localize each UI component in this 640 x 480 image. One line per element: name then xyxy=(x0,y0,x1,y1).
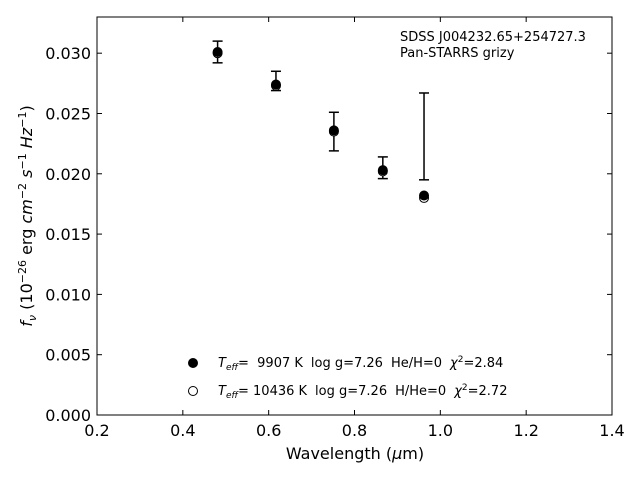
model-point-filled xyxy=(270,79,281,90)
x-tick-label: 1.2 xyxy=(513,421,538,440)
x-tick-label: 0.4 xyxy=(170,421,195,440)
x-tick-label: 0.2 xyxy=(84,421,109,440)
x-tick-label: 1.4 xyxy=(599,421,624,440)
x-tick-label: 1.0 xyxy=(428,421,453,440)
model-point-filled xyxy=(377,165,388,176)
y-tick-label: 0.000 xyxy=(45,406,91,425)
x-axis-label: Wavelength (μm) xyxy=(286,444,424,463)
y-axis-label: fν (10−26 erg cm−2 s−1 Hz−1) xyxy=(16,105,39,326)
y-tick-label: 0.005 xyxy=(45,346,91,365)
y-tick-label: 0.030 xyxy=(45,44,91,63)
model-point-filled xyxy=(328,125,339,136)
axis-ticks: 0.2 0.4 0.6 0.8 1.0 1.2 1.4 0.000 0.005 0.010 0.01… xyxy=(45,17,625,440)
annotation-survey: Pan-STARRS grizy xyxy=(400,46,515,61)
error-bar xyxy=(419,92,430,181)
y-tick-label: 0.015 xyxy=(45,225,91,244)
chart-marks xyxy=(212,40,430,203)
legend-marker-open xyxy=(188,386,198,396)
model-point-filled xyxy=(212,46,223,57)
annotation-object-name: SDSS J004232.65+254727.3 xyxy=(400,30,586,45)
y-tick-label: 0.020 xyxy=(45,165,91,184)
x-tick-label: 0.6 xyxy=(256,421,281,440)
y-tick-label: 0.025 xyxy=(45,104,91,123)
x-tick-label: 0.8 xyxy=(342,421,367,440)
legend-marker-filled xyxy=(188,358,198,368)
y-tick-label: 0.010 xyxy=(45,285,91,304)
model-point-filled xyxy=(419,190,430,201)
